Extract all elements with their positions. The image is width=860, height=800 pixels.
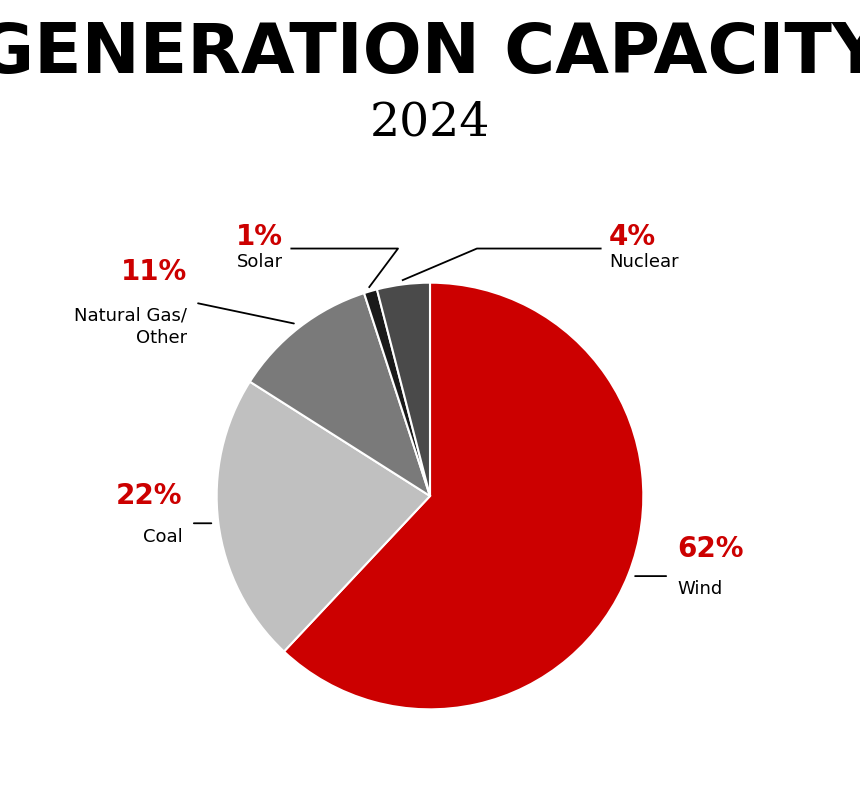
Text: 1%: 1% [236,223,283,251]
Text: Wind: Wind [678,580,722,598]
Wedge shape [250,293,430,496]
Text: Nuclear: Nuclear [609,253,679,270]
Text: 22%: 22% [116,482,182,510]
Wedge shape [217,382,430,651]
Text: Solar: Solar [237,253,283,270]
Text: 2024: 2024 [370,100,490,146]
Wedge shape [377,282,430,496]
Wedge shape [364,290,430,496]
Wedge shape [284,282,643,710]
Text: GENERATION CAPACITY: GENERATION CAPACITY [0,20,860,87]
Text: Natural Gas/
Other: Natural Gas/ Other [74,307,187,347]
Text: 4%: 4% [609,223,656,251]
Text: 11%: 11% [120,258,187,286]
Text: Coal: Coal [143,527,182,546]
Text: 62%: 62% [678,535,744,563]
